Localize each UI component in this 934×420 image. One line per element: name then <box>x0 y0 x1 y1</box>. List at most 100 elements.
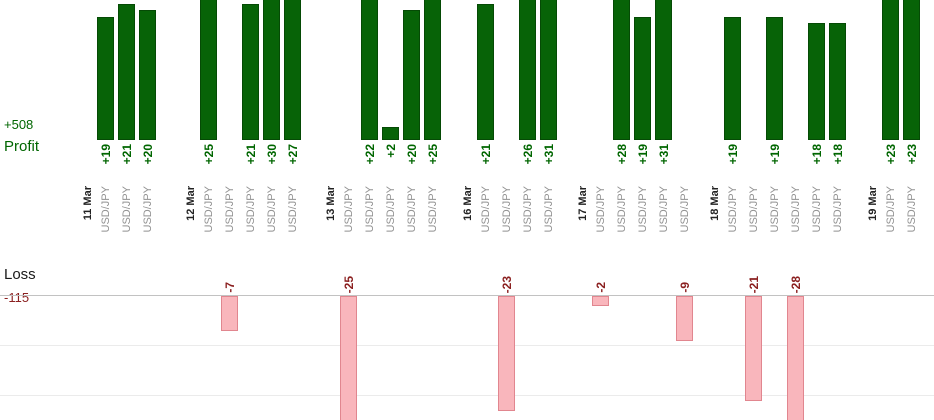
profit-value-label: +2 <box>384 144 398 158</box>
symbol-label: USD/JPY <box>203 186 215 233</box>
loss-bar <box>676 296 693 341</box>
loss-bar <box>592 296 609 306</box>
symbol-label: USD/JPY <box>364 186 376 233</box>
symbol-label: USD/JPY <box>906 186 918 233</box>
loss-total-value: -115 <box>4 290 30 305</box>
gridline <box>0 345 934 346</box>
loss-value-label: -7 <box>223 282 237 293</box>
profit-value-label: +31 <box>542 144 556 165</box>
profit-bar <box>808 23 825 140</box>
symbol-label: USD/JPY <box>543 186 555 233</box>
profit-bar <box>118 3 135 140</box>
profit-value-label: +20 <box>405 144 419 165</box>
gridline <box>0 395 934 396</box>
loss-bar <box>745 296 762 401</box>
symbol-label: USD/JPY <box>832 186 844 233</box>
loss-value-label: -28 <box>789 275 803 293</box>
symbol-label: USD/JPY <box>595 186 607 233</box>
symbol-label: USD/JPY <box>811 186 823 233</box>
symbol-label: USD/JPY <box>266 186 278 233</box>
symbol-label: USD/JPY <box>679 186 691 233</box>
symbol-label: USD/JPY <box>224 186 236 233</box>
symbol-label: USD/JPY <box>658 186 670 233</box>
symbol-label: USD/JPY <box>522 186 534 233</box>
profit-bar <box>263 0 280 140</box>
loss-value-label: -2 <box>594 282 608 293</box>
loss-axis-label: Loss <box>4 266 36 283</box>
profit-bar <box>903 0 920 140</box>
profit-value-label: +26 <box>521 144 535 165</box>
date-label: 13 Mar <box>325 186 337 221</box>
profit-bar <box>382 127 399 140</box>
symbol-label: USD/JPY <box>245 186 257 233</box>
profit-value-label: +19 <box>99 144 113 165</box>
profit-bar <box>519 0 536 140</box>
loss-bar <box>787 296 804 420</box>
symbol-label: USD/JPY <box>637 186 649 233</box>
symbol-label: USD/JPY <box>885 186 897 233</box>
symbol-label: USD/JPY <box>385 186 397 233</box>
profit-value-label: +22 <box>363 144 377 165</box>
profit-value-label: +23 <box>905 144 919 165</box>
profit-bar <box>613 0 630 140</box>
profit-value-label: +23 <box>884 144 898 165</box>
profit-bar <box>882 0 899 140</box>
profit-value-label: +19 <box>768 144 782 165</box>
symbol-label: USD/JPY <box>343 186 355 233</box>
profit-bar <box>655 0 672 140</box>
profit-bar <box>139 10 156 140</box>
symbol-label: USD/JPY <box>121 186 133 233</box>
profit-value-label: +31 <box>657 144 671 165</box>
symbol-label: USD/JPY <box>406 186 418 233</box>
profit-bar <box>424 0 441 140</box>
profit-bar <box>361 0 378 140</box>
profit-value-label: +19 <box>726 144 740 165</box>
profit-bar <box>242 3 259 140</box>
profit-value-label: +27 <box>286 144 300 165</box>
symbol-label: USD/JPY <box>616 186 628 233</box>
profit-bar <box>477 3 494 140</box>
profit-value-label: +19 <box>636 144 650 165</box>
symbol-label: USD/JPY <box>501 186 513 233</box>
loss-baseline-line <box>0 295 934 296</box>
date-label: 18 Mar <box>709 186 721 221</box>
profit-value-label: +25 <box>426 144 440 165</box>
symbol-label: USD/JPY <box>727 186 739 233</box>
profit-bar <box>766 16 783 140</box>
profit-value-label: +21 <box>244 144 258 165</box>
profit-value-label: +21 <box>479 144 493 165</box>
symbol-label: USD/JPY <box>790 186 802 233</box>
profit-bar <box>284 0 301 140</box>
date-label: 16 Mar <box>462 186 474 221</box>
loss-bar <box>340 296 357 420</box>
symbol-label: USD/JPY <box>748 186 760 233</box>
date-label: 12 Mar <box>185 186 197 221</box>
loss-value-label: -25 <box>342 275 356 293</box>
profit-bar <box>829 23 846 140</box>
profit-bar <box>724 16 741 140</box>
profit-value-label: +20 <box>141 144 155 165</box>
date-label: 17 Mar <box>577 186 589 221</box>
profit-bar <box>97 16 114 140</box>
date-label: 11 Mar <box>82 186 94 221</box>
profit-bar <box>403 10 420 140</box>
profit-bar <box>200 0 217 140</box>
profit-bar <box>634 16 651 140</box>
profit-value-label: +25 <box>202 144 216 165</box>
profit-value-label: +28 <box>615 144 629 165</box>
profit-axis-label: Profit <box>4 138 40 155</box>
profit-total-value: +508 <box>4 117 34 132</box>
symbol-label: USD/JPY <box>480 186 492 233</box>
symbol-label: USD/JPY <box>769 186 781 233</box>
profit-value-label: +30 <box>265 144 279 165</box>
profit-value-label: +18 <box>831 144 845 165</box>
symbol-label: USD/JPY <box>142 186 154 233</box>
symbol-label: USD/JPY <box>100 186 112 233</box>
loss-bar <box>221 296 238 331</box>
loss-value-label: -21 <box>747 275 761 293</box>
date-label: 19 Mar <box>867 186 879 221</box>
profit-value-label: +18 <box>810 144 824 165</box>
symbol-label: USD/JPY <box>287 186 299 233</box>
